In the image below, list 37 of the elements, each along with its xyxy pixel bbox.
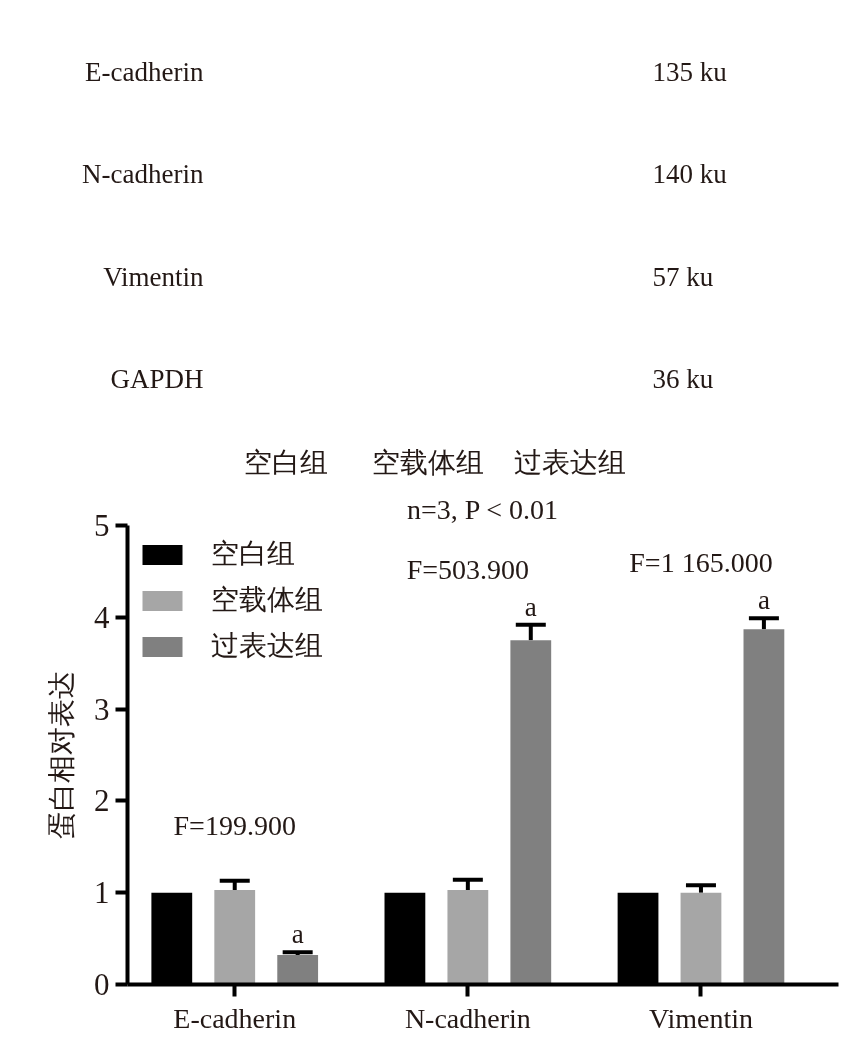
legend-label: 过表达组 bbox=[211, 629, 323, 663]
annotation: F=1 165.000 bbox=[629, 547, 773, 579]
data-label: a bbox=[757, 585, 770, 616]
x-tick-label: Vimentin bbox=[648, 1002, 754, 1034]
bar bbox=[277, 955, 319, 985]
y-tick-label: 0 bbox=[94, 967, 110, 1002]
category-label: 空载体组 bbox=[372, 446, 484, 478]
y-axis-title: 蛋白相对表达 bbox=[46, 671, 77, 839]
category-label: E-cadherin bbox=[85, 56, 204, 87]
category-label: 57 ku bbox=[652, 261, 714, 292]
bar bbox=[214, 889, 256, 985]
data-label: a bbox=[524, 591, 537, 622]
annotation: F=503.900 bbox=[406, 553, 530, 585]
y-tick-label: 4 bbox=[94, 599, 110, 635]
category-label: GAPDH bbox=[110, 364, 204, 395]
bar bbox=[447, 889, 489, 985]
y-tick-label: 2 bbox=[94, 783, 110, 819]
category-label: Vimentin bbox=[103, 261, 204, 292]
text: n=3, P < 0.01 bbox=[406, 493, 559, 525]
y-tick-label: 3 bbox=[94, 691, 110, 727]
bar bbox=[510, 640, 552, 985]
x-tick-label: N-cadherin bbox=[404, 1002, 531, 1034]
category-label: 140 ku bbox=[652, 159, 727, 190]
category-label: 空白组 bbox=[244, 446, 329, 478]
category-label: 过表达组 bbox=[513, 446, 626, 478]
category-label: 135 ku bbox=[652, 56, 727, 87]
y-tick-label: 5 bbox=[94, 508, 110, 543]
category-label: N-cadherin bbox=[82, 159, 204, 190]
legend-label: 空白组 bbox=[211, 537, 295, 571]
annotation: F=199.900 bbox=[173, 809, 296, 841]
bar bbox=[680, 892, 722, 985]
bar bbox=[743, 629, 785, 985]
data-label: a bbox=[291, 919, 304, 950]
legend-label: 空载体组 bbox=[211, 583, 323, 617]
category-label: 36 ku bbox=[652, 364, 714, 395]
x-tick-label: E-cadherin bbox=[173, 1002, 297, 1034]
y-tick-label: 1 bbox=[94, 875, 110, 911]
